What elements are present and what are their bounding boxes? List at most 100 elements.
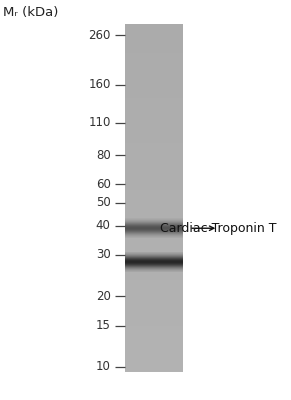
- Bar: [125, 128, 183, 130]
- Bar: [125, 251, 183, 252]
- Bar: [125, 44, 183, 45]
- Bar: [125, 305, 183, 306]
- Bar: [125, 244, 183, 246]
- Bar: [125, 278, 183, 279]
- Bar: [125, 158, 183, 160]
- Bar: [125, 340, 183, 341]
- Bar: [125, 304, 183, 305]
- Bar: [125, 82, 183, 83]
- Bar: [125, 191, 183, 192]
- Bar: [125, 358, 183, 359]
- Bar: [125, 175, 183, 176]
- Bar: [125, 196, 183, 197]
- Bar: [125, 235, 183, 236]
- Bar: [125, 70, 183, 72]
- Bar: [125, 66, 183, 67]
- Bar: [125, 89, 183, 90]
- Bar: [125, 168, 183, 169]
- Bar: [125, 95, 183, 96]
- Bar: [125, 363, 183, 364]
- Bar: [125, 55, 183, 56]
- Bar: [125, 135, 183, 136]
- Bar: [125, 218, 183, 219]
- Bar: [125, 194, 183, 196]
- Bar: [125, 241, 183, 242]
- Bar: [125, 277, 183, 278]
- Bar: [125, 219, 183, 220]
- Bar: [125, 78, 183, 80]
- Bar: [125, 264, 183, 265]
- Bar: [125, 29, 183, 30]
- Bar: [125, 222, 183, 224]
- Bar: [125, 336, 183, 337]
- Bar: [125, 331, 183, 332]
- Bar: [125, 150, 183, 152]
- Bar: [125, 67, 183, 68]
- Bar: [125, 174, 183, 175]
- Bar: [125, 117, 183, 118]
- Bar: [125, 136, 183, 138]
- Bar: [125, 330, 183, 331]
- Bar: [125, 96, 183, 97]
- Bar: [125, 77, 183, 78]
- Bar: [125, 127, 183, 128]
- Bar: [125, 355, 183, 356]
- Bar: [125, 58, 183, 59]
- Bar: [125, 326, 183, 327]
- Bar: [125, 206, 183, 207]
- Bar: [125, 80, 183, 81]
- Bar: [125, 365, 183, 366]
- Bar: [125, 109, 183, 110]
- Bar: [125, 271, 183, 272]
- Bar: [125, 286, 183, 287]
- Bar: [125, 221, 183, 222]
- Bar: [125, 296, 183, 297]
- Bar: [125, 216, 183, 218]
- Text: 260: 260: [88, 29, 111, 42]
- Bar: [125, 120, 183, 122]
- Bar: [125, 346, 183, 348]
- Bar: [125, 238, 183, 240]
- Bar: [125, 298, 183, 299]
- Bar: [125, 351, 183, 352]
- Bar: [125, 62, 183, 64]
- Bar: [125, 299, 183, 300]
- Bar: [125, 329, 183, 330]
- Bar: [125, 155, 183, 156]
- Bar: [125, 306, 183, 307]
- Bar: [125, 288, 183, 290]
- Bar: [125, 166, 183, 167]
- Text: 80: 80: [96, 148, 111, 162]
- Bar: [125, 134, 183, 135]
- Bar: [125, 232, 183, 233]
- Bar: [125, 268, 183, 269]
- Bar: [125, 343, 183, 344]
- Bar: [125, 301, 183, 302]
- Bar: [125, 356, 183, 357]
- Bar: [125, 26, 183, 28]
- Bar: [125, 320, 183, 321]
- Bar: [125, 308, 183, 309]
- Bar: [125, 167, 183, 168]
- Bar: [125, 110, 183, 111]
- Bar: [125, 186, 183, 188]
- Bar: [125, 213, 183, 214]
- Bar: [125, 148, 183, 149]
- Bar: [125, 162, 183, 163]
- Bar: [125, 30, 183, 31]
- Bar: [125, 34, 183, 36]
- Bar: [125, 59, 183, 60]
- Bar: [125, 68, 183, 69]
- Bar: [125, 350, 183, 351]
- Bar: [125, 25, 183, 26]
- Bar: [125, 243, 183, 244]
- Bar: [125, 319, 183, 320]
- Bar: [125, 338, 183, 340]
- Bar: [125, 283, 183, 284]
- Bar: [125, 220, 183, 221]
- Bar: [125, 205, 183, 206]
- Bar: [125, 198, 183, 199]
- Bar: [125, 337, 183, 338]
- Bar: [125, 366, 183, 367]
- Bar: [125, 92, 183, 94]
